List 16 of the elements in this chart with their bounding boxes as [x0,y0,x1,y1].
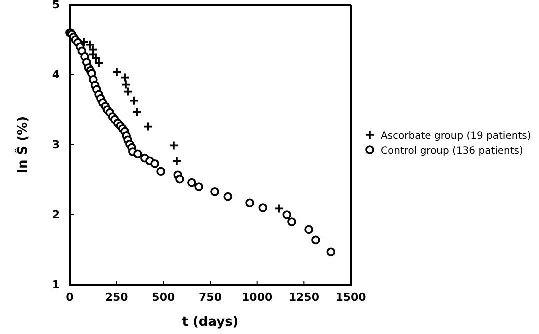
y-tick-label: 1 [52,278,60,292]
x-tick-label: 1250 [288,290,320,304]
x-axis-title: t (days) [182,315,239,330]
legend-label: Control group (136 patients) [381,146,524,157]
x-tick-label: 0 [66,290,74,304]
x-tick-label: 750 [199,290,222,304]
y-tick-label: 5 [52,0,60,12]
y-tick-label: 3 [52,138,60,152]
y-axis-title: ln Ŝ (%) [14,116,31,174]
x-tick-label: 500 [152,290,176,304]
legend-label: Ascorbate group (19 patients) [381,131,532,142]
x-tick-label: 250 [105,290,129,304]
y-tick-label: 2 [52,208,60,222]
y-tick-label: 4 [52,68,60,82]
x-tick-label: 1500 [336,290,367,304]
x-tick-label: 1000 [242,290,273,304]
